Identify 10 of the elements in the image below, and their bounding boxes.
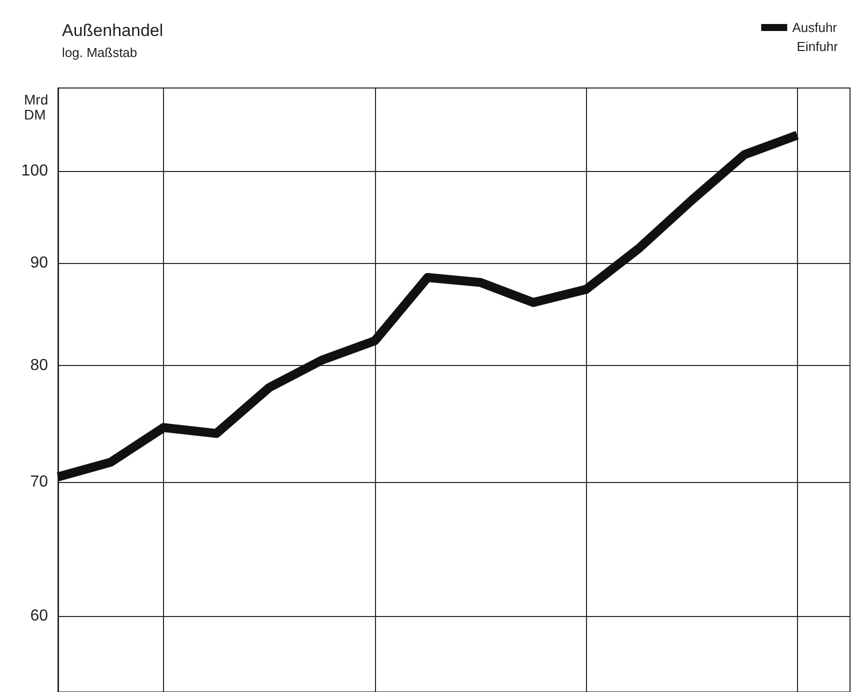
text: Einfuhr xyxy=(796,39,839,54)
y-tick-label: 100 xyxy=(21,162,48,180)
chart-title: Außenhandel xyxy=(62,21,164,40)
y-tick-label: 60 xyxy=(30,608,48,625)
y-tick-label: 90 xyxy=(30,254,48,272)
y-tick-label: 80 xyxy=(30,356,48,374)
legend-label: Ausfuhr xyxy=(792,20,838,35)
chart-subtitle: log. Maßstab xyxy=(62,45,138,60)
y-tick-label: 70 xyxy=(30,473,48,490)
y-axis-title: Mrd DM xyxy=(24,92,52,122)
